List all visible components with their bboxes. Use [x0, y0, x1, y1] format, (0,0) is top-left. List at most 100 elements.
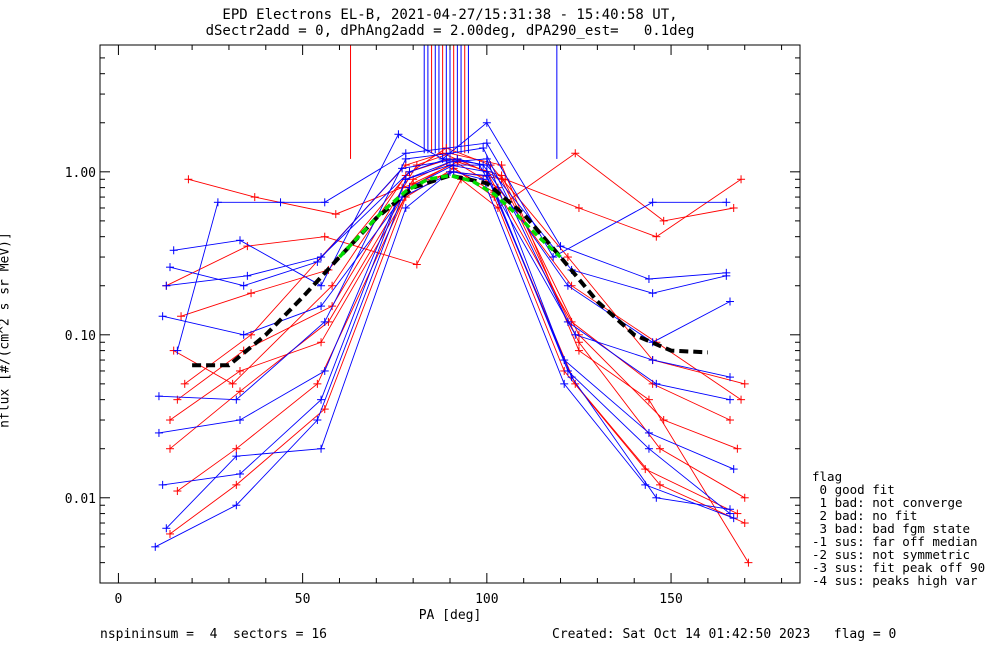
series-layer	[151, 45, 753, 567]
data-point-marker	[744, 558, 753, 567]
data-point-marker	[158, 312, 167, 321]
legend-title: flag	[812, 469, 843, 484]
x-axis-label: PA [deg]	[419, 608, 482, 623]
data-point-marker	[239, 330, 248, 339]
data-point-marker	[740, 519, 749, 528]
data-point-marker	[320, 232, 329, 241]
series-line	[162, 164, 731, 378]
data-point-marker	[497, 171, 506, 180]
data-point-marker	[563, 281, 572, 290]
data-point-marker	[243, 271, 252, 280]
x-tick-label: 100	[475, 592, 498, 607]
data-point-marker	[331, 210, 340, 219]
data-point-marker	[180, 379, 189, 388]
data-point-marker	[151, 542, 160, 551]
data-point-marker	[648, 289, 657, 298]
data-point-marker	[166, 416, 174, 425]
data-point-marker	[232, 501, 241, 510]
series-line	[184, 152, 731, 421]
legend-item: 1 bad: not converge	[812, 495, 963, 510]
data-point-marker	[162, 524, 171, 533]
data-point-marker	[398, 164, 407, 173]
legend-item: -4 sus: peaks high var	[812, 573, 978, 588]
legend-item: -2 sus: not symmetric	[812, 547, 971, 562]
data-point-marker	[729, 514, 738, 523]
data-point-marker	[162, 281, 171, 290]
data-point-marker	[317, 302, 326, 311]
series-line	[165, 171, 731, 529]
series-line	[169, 158, 731, 343]
data-point-marker	[328, 281, 337, 290]
data-point-marker	[184, 175, 193, 184]
data-point-marker	[549, 253, 558, 262]
legend-item: 2 bad: no fit	[812, 508, 918, 523]
data-point-marker	[479, 161, 488, 170]
data-point-marker	[320, 405, 329, 414]
data-point-marker	[733, 509, 742, 518]
x-tick-label: 150	[659, 592, 682, 607]
data-point-marker	[313, 379, 322, 388]
legend-item: -1 sus: far off median	[812, 534, 978, 549]
data-point-marker	[482, 154, 491, 163]
data-point-marker	[453, 154, 462, 163]
data-point-marker	[317, 281, 326, 290]
data-point-marker	[232, 395, 241, 404]
data-point-marker	[479, 144, 488, 153]
data-point-marker	[236, 469, 244, 478]
series-line	[180, 158, 742, 401]
data-point-marker	[482, 139, 491, 148]
data-point-marker	[556, 242, 565, 251]
data-point-marker	[317, 444, 326, 453]
data-point-marker	[320, 317, 329, 326]
y-tick-label: 1.00	[65, 166, 96, 181]
data-point-marker	[317, 338, 326, 347]
data-point-marker	[320, 198, 329, 207]
data-point-marker	[228, 379, 237, 388]
data-point-marker	[169, 246, 178, 255]
data-point-marker	[394, 130, 403, 139]
data-point-marker	[401, 175, 410, 184]
data-point-marker	[313, 416, 322, 425]
data-point-marker	[446, 167, 454, 176]
data-point-marker	[166, 529, 174, 538]
data-point-marker	[648, 356, 657, 365]
data-point-marker	[320, 366, 329, 375]
chart-title-line2: dSectr2add = 0, dPhAng2add = 2.00deg, dP…	[205, 23, 695, 39]
data-point-marker	[405, 167, 414, 176]
data-point-marker	[733, 444, 742, 453]
data-point-marker	[726, 505, 734, 514]
data-point-marker	[737, 175, 746, 184]
data-point-marker	[574, 346, 583, 355]
x-tick-label: 50	[295, 592, 311, 607]
data-point-marker	[644, 395, 653, 404]
data-point-marker	[726, 297, 734, 306]
data-point-marker	[239, 281, 248, 290]
data-point-marker	[317, 395, 326, 404]
data-point-marker	[737, 395, 746, 404]
legend-item: -3 sus: fit peak off 90	[812, 560, 986, 575]
data-point-marker	[659, 216, 668, 225]
median-curve	[192, 173, 708, 368]
data-point-marker	[173, 346, 182, 355]
series-line	[169, 167, 745, 535]
legend-item: 0 good fit	[812, 482, 895, 497]
data-point-marker	[154, 428, 163, 437]
data-point-marker	[571, 149, 580, 158]
data-point-marker	[236, 387, 244, 396]
series-line	[177, 152, 749, 563]
data-point-marker	[232, 452, 241, 461]
data-point-marker	[232, 480, 241, 489]
data-point-marker	[571, 330, 580, 339]
data-point-marker	[571, 379, 580, 388]
data-point-marker	[232, 444, 241, 453]
data-point-marker	[740, 379, 749, 388]
data-point-marker	[652, 379, 661, 388]
footer-left-info: nspininsum = 4 sectors = 16	[100, 627, 327, 642]
data-point-marker	[722, 268, 731, 277]
data-point-marker	[154, 392, 163, 401]
data-point-marker	[412, 260, 421, 269]
data-point-marker	[574, 338, 583, 347]
data-point-marker	[656, 444, 664, 453]
data-point-marker	[446, 157, 454, 166]
data-point-marker	[652, 493, 661, 502]
